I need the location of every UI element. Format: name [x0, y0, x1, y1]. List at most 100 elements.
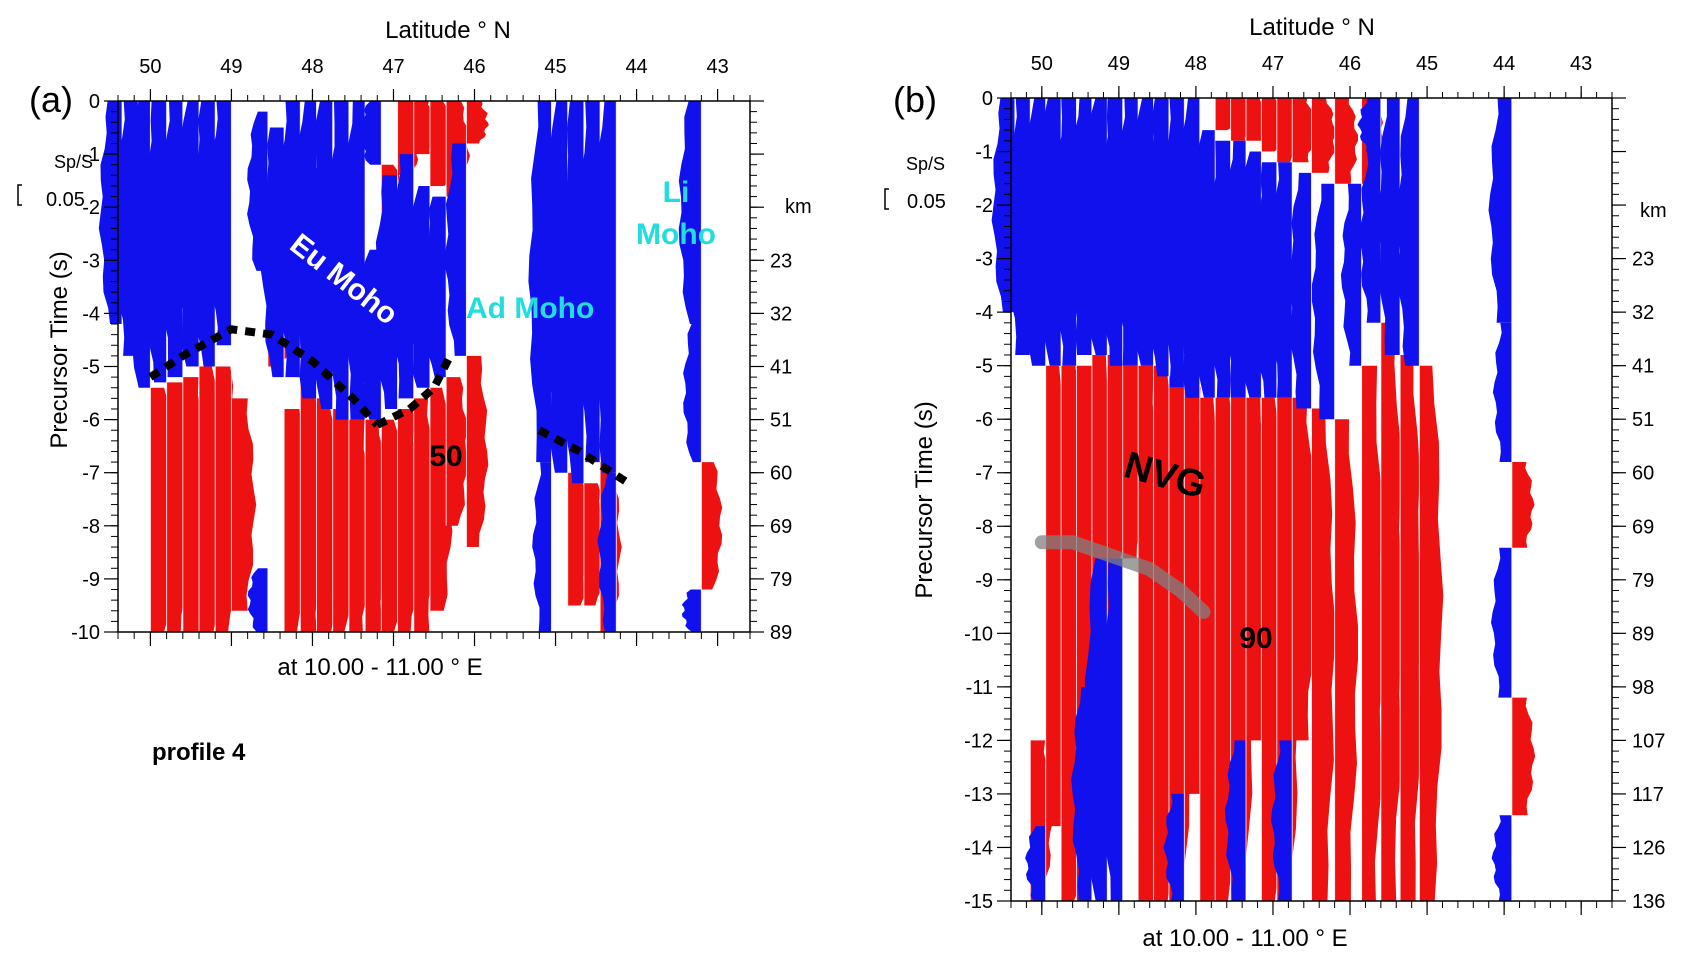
- panel-b-y-axis-title: Precursor Time (s): [911, 401, 938, 598]
- trace-20-lobe-1: [444, 143, 467, 356]
- depth-tick-label: 23: [770, 250, 792, 272]
- depth-tick-label: 136: [1632, 891, 1665, 913]
- depth-tick-label: 60: [1632, 463, 1654, 485]
- trace-25-lobe-1: [1492, 322, 1512, 462]
- trace-25-lobe-0: [1488, 98, 1512, 323]
- trace-0-lobe-0: [98, 101, 123, 324]
- latitude-tick-label: 50: [1031, 53, 1053, 75]
- depth-tick-label: 107: [1632, 730, 1665, 752]
- trace-7: [208, 101, 257, 611]
- trace-14-lobe-0: [342, 101, 366, 420]
- trace-11-lobe-2: [1163, 793, 1185, 901]
- panel-a-axis-ticks: [104, 89, 764, 646]
- depth-tick-label: 23: [1632, 249, 1654, 271]
- time-tick-label: -6: [975, 409, 993, 431]
- latitude-tick-label: 43: [1570, 53, 1592, 75]
- trace-20-lobe-2: [1334, 419, 1358, 901]
- trace-3-lobe-0: [143, 101, 167, 383]
- latitude-tick-label: 49: [1108, 53, 1130, 75]
- panel-b-scale-bracket: [884, 188, 889, 210]
- time-tick-label: -6: [82, 410, 100, 432]
- trace-8-lobe-0: [247, 111, 268, 271]
- trace-7-lobe-2: [1101, 558, 1123, 901]
- depth-50-label: 50: [429, 440, 462, 473]
- trace-6-lobe-2: [1084, 558, 1108, 901]
- trace-21-lobe-1: [532, 462, 552, 632]
- trace-12-lobe-0: [1176, 98, 1200, 398]
- trace-25-lobe-3: [1491, 547, 1512, 698]
- panel-a-eu-moho-interface: [148, 325, 381, 428]
- trace-26-lobe-3: [681, 589, 702, 632]
- time-tick-label: -4: [975, 302, 993, 324]
- trace-20: [1311, 98, 1358, 901]
- trace-11-lobe-0: [1160, 98, 1185, 388]
- time-tick-label: -9: [82, 569, 100, 591]
- latitude-tick-label: 47: [1262, 53, 1284, 75]
- panel-b-frame: [1010, 97, 1613, 902]
- time-tick-label: -1: [975, 142, 993, 164]
- trace-1-lobe-0: [1006, 98, 1031, 355]
- trace-26-lobe-0: [678, 101, 702, 324]
- depth-tick-label: 41: [1632, 356, 1654, 378]
- trace-25: [593, 101, 617, 632]
- panel-b-latitude-tick-labels: 50 49 48 47 46 45 44 43: [1031, 53, 1593, 75]
- depth-tick-label: 79: [1632, 570, 1654, 592]
- ad-moho-label: Ad Moho: [466, 292, 594, 325]
- trace-24-lobe-1: [1419, 365, 1444, 901]
- trace-5-lobe-0: [1068, 98, 1092, 355]
- trace-23-lobe-1: [1400, 355, 1423, 901]
- trace-25-lobe-0: [593, 101, 617, 473]
- trace-23-lobe-0: [1377, 98, 1401, 355]
- trace-18-lobe-1: [407, 186, 430, 388]
- latitude-tick-label: 49: [220, 56, 242, 78]
- trace-9-lobe-0: [260, 127, 285, 378]
- trace-11-lobe-0: [293, 101, 317, 399]
- trace-2-lobe-0: [1022, 98, 1046, 366]
- panel-a-scale-value: 0.05: [46, 189, 85, 211]
- trace-25-lobe-5: [1491, 815, 1512, 901]
- trace-25-lobe-1: [597, 472, 617, 632]
- trace-8-lobe-0: [1115, 98, 1139, 366]
- time-tick-label: -5: [82, 357, 100, 379]
- trace-20-lobe-0: [1334, 98, 1358, 184]
- trace-23-lobe-0: [560, 101, 584, 484]
- panel-b-time-tick-labels: 0 -1 -2 -3 -4 -5 -6 -7 -8 -9 -10 -11 -12 -13 -14 -15: [964, 88, 993, 913]
- profile-caption: profile 4: [152, 739, 246, 766]
- panel-a-li-moho-interface: [537, 426, 631, 487]
- time-tick-label: -15: [964, 891, 993, 913]
- time-tick-label: -4: [82, 303, 100, 325]
- depth-tick-label: 117: [1632, 784, 1664, 806]
- time-tick-label: -3: [975, 249, 993, 271]
- trace-16-lobe-1: [374, 175, 398, 409]
- panel-a-ad-moho-interface: [375, 354, 454, 429]
- trace-25: [1488, 98, 1536, 901]
- trace-13-lobe-1: [1192, 130, 1216, 398]
- depth-90-label: 90: [1239, 622, 1272, 655]
- panel-b-bottom-axis-title: at 10.00 - 11.00 ° E: [1142, 925, 1347, 952]
- trace-25-lobe-2: [1511, 462, 1535, 548]
- depth-tick-label: 51: [770, 410, 792, 432]
- time-tick-label: -8: [82, 516, 100, 538]
- time-tick-label: -10: [964, 623, 993, 645]
- latitude-tick-label: 50: [139, 56, 161, 78]
- depth-tick-label: 126: [1632, 837, 1665, 859]
- latitude-tick-label: 46: [1339, 53, 1361, 75]
- panel-a-latitude-tick-labels: 50 49 48 47 46 45 44 43: [139, 56, 728, 78]
- trace-9-lobe-0: [1131, 98, 1154, 366]
- panel-b-traces: [991, 98, 1536, 901]
- li-moho-label-line2: Moho: [636, 218, 716, 251]
- panel-a-traces: [98, 101, 723, 632]
- li-moho-label-line1: Li: [663, 176, 690, 209]
- trace-23: [1377, 98, 1423, 901]
- trace-24: [1396, 98, 1444, 901]
- panel-a-label: (a): [29, 79, 73, 120]
- trace-18: [1269, 98, 1317, 901]
- depth-tick-label: 69: [1632, 516, 1654, 538]
- trace-18-lobe-3: [1270, 740, 1293, 901]
- trace-19-lobe-0: [1311, 98, 1337, 173]
- trace-22-lobe-2: [1380, 322, 1404, 901]
- trace-20: [444, 101, 489, 548]
- panel-b-depth-unit: km: [1640, 200, 1667, 222]
- time-tick-label: -2: [82, 197, 100, 219]
